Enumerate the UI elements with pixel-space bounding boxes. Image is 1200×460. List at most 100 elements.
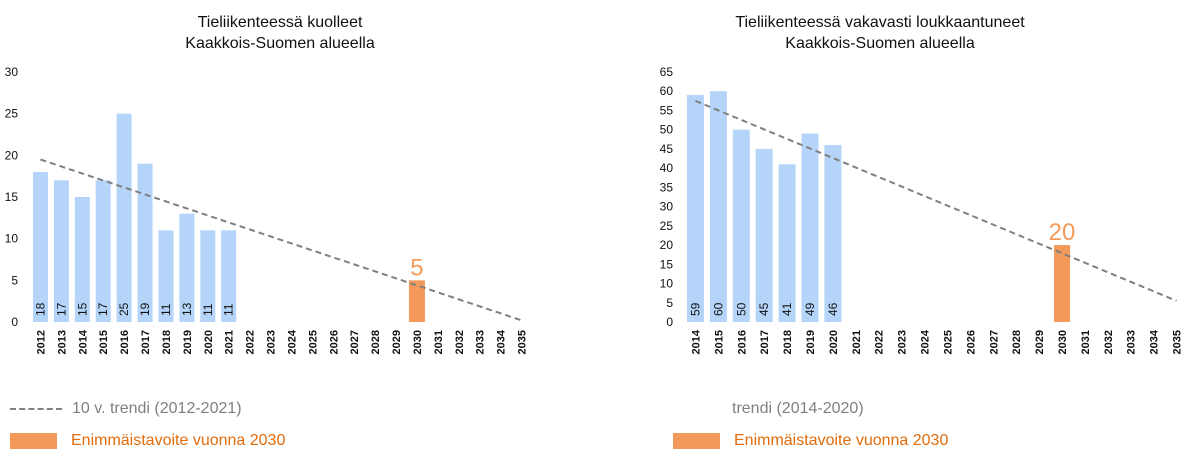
bar — [32, 172, 48, 322]
bar — [709, 91, 727, 322]
x-tick-label: 2019 — [805, 330, 817, 354]
bar — [686, 95, 704, 322]
y-tick-label: 0 — [11, 315, 18, 329]
x-tick-label: 2023 — [266, 330, 278, 354]
y-tick-label: 55 — [660, 103, 674, 117]
y-tick-label: 20 — [660, 238, 674, 252]
y-tick-label: 25 — [660, 219, 674, 233]
x-tick-label: 2027 — [349, 330, 361, 354]
x-tick-label: 2017 — [759, 330, 771, 354]
bar — [755, 148, 773, 322]
chart-title-line-2: Kaakkois-Suomen alueella — [785, 35, 975, 52]
bar — [221, 230, 237, 322]
bar — [74, 197, 90, 322]
x-tick-label: 2033 — [475, 330, 487, 354]
x-tick-label: 2024 — [286, 329, 298, 354]
legend-trend: trendi (2014-2020) — [732, 400, 864, 418]
x-tick-label: 2021 — [851, 330, 863, 354]
x-tick-label: 2014 — [77, 329, 89, 354]
bar-data-label: 45 — [757, 302, 771, 316]
bar-data-label: 15 — [75, 302, 89, 316]
target-bar — [1054, 245, 1070, 322]
bar — [53, 180, 69, 322]
bar-data-label: 11 — [222, 303, 236, 316]
x-tick-label: 2015 — [713, 330, 725, 354]
x-tick-label: 2027 — [988, 330, 1000, 354]
x-tick-label: 2012 — [35, 330, 47, 354]
x-tick-label: 2032 — [454, 330, 466, 354]
x-tick-label: 2025 — [307, 330, 319, 354]
y-tick-label: 15 — [660, 257, 674, 271]
bar — [158, 230, 174, 322]
y-tick-label: 40 — [660, 161, 674, 175]
chart-title-line-1: Tieliikenteessä vakavasti loukkaantuneet — [735, 14, 1025, 31]
bar-data-label: 11 — [201, 303, 215, 316]
x-tick-label: 2033 — [1126, 330, 1138, 354]
x-tick-label: 2013 — [56, 330, 68, 354]
x-tick-label: 2028 — [1011, 330, 1023, 354]
bar-data-label: 19 — [138, 302, 152, 316]
bar-data-label: 13 — [180, 302, 194, 316]
y-tick-label: 60 — [660, 84, 674, 98]
x-tick-label: 2015 — [98, 330, 110, 354]
y-tick-label: 30 — [5, 65, 19, 79]
bar — [778, 164, 796, 322]
y-tick-label: 5 — [666, 296, 673, 310]
x-tick-label: 2017 — [140, 330, 152, 354]
y-tick-label: 30 — [660, 200, 674, 214]
y-tick-label: 20 — [5, 148, 19, 162]
bar-data-label: 60 — [711, 302, 725, 316]
x-tick-label: 2026 — [328, 330, 340, 354]
bar-data-label: 17 — [54, 302, 68, 316]
x-tick-label: 2035 — [517, 330, 529, 354]
legend-target-label: Enimmäistavoite vuonna 2030 — [71, 432, 286, 449]
x-tick-label: 2030 — [1057, 330, 1069, 354]
bar-data-label: 50 — [734, 302, 748, 316]
chart-title-line-2: Kaakkois-Suomen alueella — [185, 35, 375, 52]
x-tick-label: 2024 — [920, 329, 932, 354]
x-tick-label: 2023 — [897, 330, 909, 354]
x-tick-label: 2028 — [370, 330, 382, 354]
y-tick-label: 65 — [660, 65, 674, 79]
x-tick-label: 2018 — [782, 330, 794, 354]
chart-serious-injuries: Tieliikenteessä vakavasti loukkaantuneet… — [600, 0, 1200, 460]
bar — [179, 213, 195, 322]
bar-data-label: 59 — [688, 302, 702, 316]
bar-data-label: 17 — [96, 302, 110, 316]
x-tick-label: 2019 — [182, 330, 194, 354]
legend-target-swatch — [10, 433, 57, 449]
x-tick-label: 2016 — [736, 330, 748, 354]
bar-data-label: 25 — [117, 302, 131, 316]
y-tick-label: 10 — [5, 232, 19, 246]
y-tick-label: 45 — [660, 142, 674, 156]
x-tick-label: 2014 — [690, 329, 702, 354]
legend-target-label: Enimmäistavoite vuonna 2030 — [734, 432, 949, 449]
x-tick-label: 2022 — [245, 330, 257, 354]
x-tick-label: 2016 — [119, 330, 131, 354]
chart-title: Tieliikenteessä kuolleet Kaakkois-Suomen… — [70, 12, 490, 54]
bar-data-label: 41 — [780, 302, 794, 316]
bar — [137, 163, 153, 322]
y-tick-label: 35 — [660, 180, 674, 194]
bar — [824, 145, 842, 322]
x-tick-label: 2025 — [942, 330, 954, 354]
x-tick-label: 2030 — [412, 330, 424, 354]
x-tick-label: 2026 — [965, 330, 977, 354]
x-tick-label: 2032 — [1103, 330, 1115, 354]
target-label: 20 — [1049, 219, 1076, 246]
x-tick-label: 2035 — [1172, 330, 1184, 354]
y-tick-label: 50 — [660, 123, 674, 137]
y-tick-label: 0 — [666, 315, 673, 329]
x-tick-label: 2029 — [391, 330, 403, 354]
trend-line — [40, 158, 522, 322]
legend-target: Enimmäistavoite vuonna 2030 — [10, 432, 285, 450]
x-tick-label: 2031 — [1080, 330, 1092, 354]
x-tick-label: 2034 — [496, 329, 508, 354]
bar-data-label: 11 — [159, 303, 173, 316]
legend-target-swatch — [673, 433, 720, 449]
y-tick-label: 15 — [5, 190, 19, 204]
legend-trend-label: trendi (2014-2020) — [732, 400, 864, 417]
legend-target: Enimmäistavoite vuonna 2030 — [673, 432, 948, 450]
